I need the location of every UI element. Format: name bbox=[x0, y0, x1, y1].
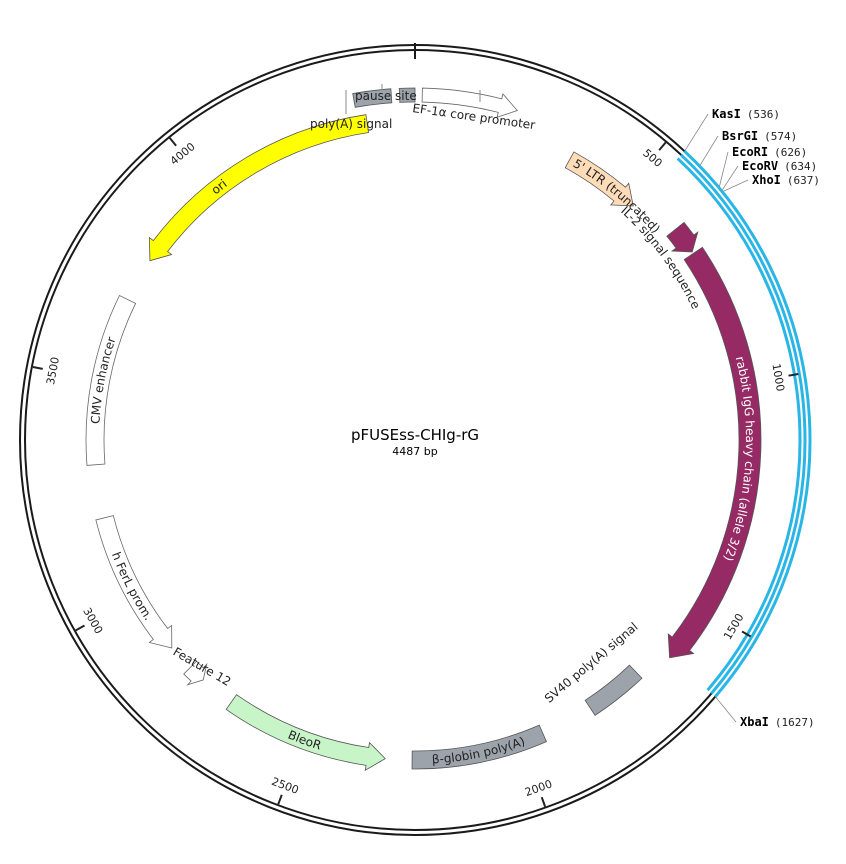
feature-label-feature-12: Feature 12 bbox=[171, 645, 234, 689]
restriction-site-leader bbox=[715, 697, 737, 723]
selected-region-arc bbox=[683, 150, 812, 698]
selected-region-arc bbox=[679, 153, 807, 695]
tick-label: 2500 bbox=[270, 775, 301, 797]
feature-feature-12 bbox=[183, 660, 208, 686]
label-pause-site: pause site bbox=[355, 89, 417, 103]
feature-cmv-enhancer bbox=[85, 294, 137, 466]
feature-bleor bbox=[225, 694, 386, 772]
restriction-site-kasi: KasI (536) bbox=[712, 107, 780, 121]
restriction-site-ecori: EcoRI (626) bbox=[732, 145, 807, 159]
feature-pause-site bbox=[398, 87, 416, 103]
tick-mark bbox=[658, 141, 667, 151]
tick-mark bbox=[788, 373, 799, 377]
restriction-site-bsrgi: BsrGI (574) bbox=[722, 129, 797, 143]
feature-sv40-poly-a-signal bbox=[584, 664, 643, 716]
tick-label: 2000 bbox=[523, 777, 554, 799]
restriction-site-leader bbox=[699, 135, 719, 166]
feature-5-ltr-truncated bbox=[564, 151, 634, 207]
feature-rabbit-igg-heavy-chain-allele-3-2 bbox=[667, 246, 762, 659]
restriction-site-leader bbox=[723, 179, 749, 192]
tick-label: 4000 bbox=[168, 140, 198, 168]
restriction-site-xhoi: XhoI (637) bbox=[752, 173, 820, 187]
feature-il-2-signal-sequence bbox=[666, 221, 699, 253]
tick-label: 1000 bbox=[769, 363, 787, 393]
restriction-site-leader bbox=[718, 151, 729, 187]
tick-label: 500 bbox=[640, 146, 664, 169]
plasmid-size: 4487 bp bbox=[392, 445, 437, 458]
restriction-site-layer: KasI (536)BsrGI (574)EcoRI (626)EcoRV (634)X… bbox=[684, 107, 820, 729]
tick-mark bbox=[169, 137, 177, 147]
tick-label: 3000 bbox=[80, 605, 105, 636]
feature-globin-poly-a bbox=[411, 724, 547, 770]
restriction-site-leader bbox=[684, 113, 709, 151]
feature-label-5-ltr-truncated: 5' LTR (truncated) bbox=[571, 156, 663, 236]
tick-mark bbox=[75, 624, 85, 632]
restriction-site-leader bbox=[721, 165, 739, 191]
plasmid-name: pFUSEss-CHIg-rG bbox=[351, 426, 479, 444]
feature-h-ferl-prom bbox=[95, 515, 173, 649]
selected-region-arc bbox=[676, 157, 802, 692]
tick-mark bbox=[540, 796, 547, 807]
selected-region-layer bbox=[676, 150, 812, 698]
feature-ef-1-core-promoter bbox=[421, 87, 519, 118]
feature-poly-a-signal bbox=[352, 88, 393, 108]
tick-label: 1500 bbox=[721, 611, 746, 642]
feature-label-h-ferl-prom: h FerL prom. bbox=[109, 550, 156, 623]
tick-mark bbox=[277, 794, 283, 805]
tick-label: 3500 bbox=[44, 356, 62, 386]
tick-mark bbox=[32, 366, 43, 370]
tick-mark bbox=[741, 630, 752, 638]
restriction-site-xbai: XbaI (1627) bbox=[740, 715, 815, 729]
restriction-site-ecorv: EcoRV (634) bbox=[742, 159, 817, 173]
label-poly-a-signal: poly(A) signal bbox=[310, 117, 392, 131]
feature-ori bbox=[148, 114, 370, 262]
